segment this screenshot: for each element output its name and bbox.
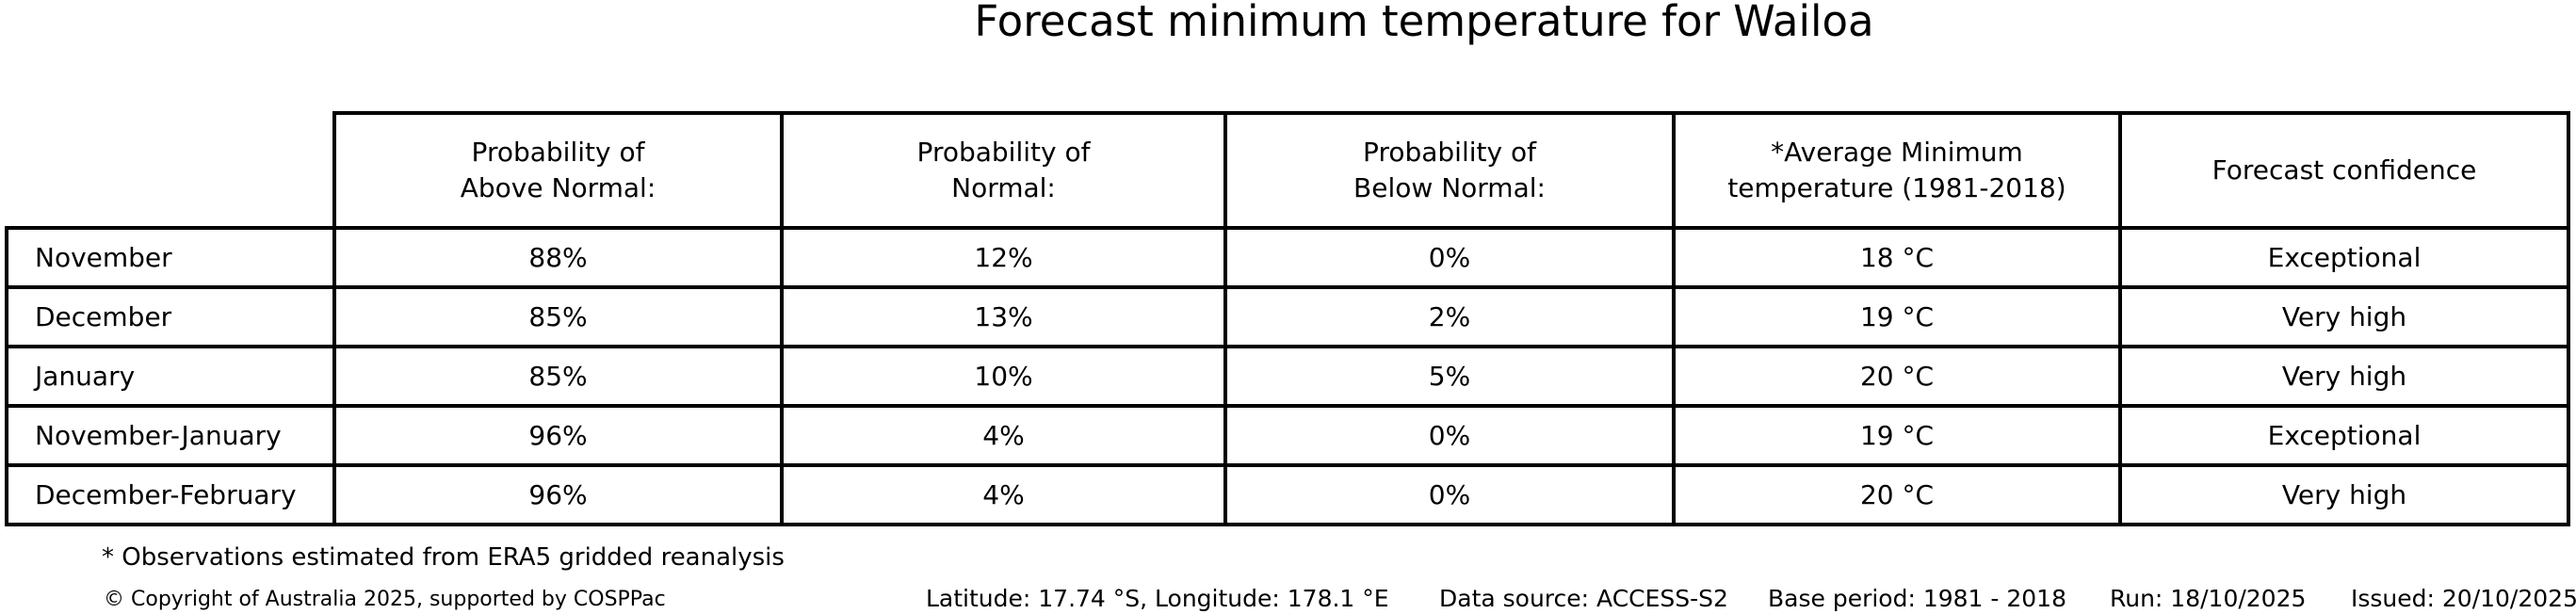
cell-avg-min-temp: 18 °C: [1672, 226, 2122, 289]
cell-prob-normal: 10%: [780, 345, 1227, 408]
era5-footnote: * Observations estimated from ERA5 gridd…: [102, 543, 785, 572]
col-header-prob-above-normal: Probability of Above Normal:: [332, 111, 784, 230]
cell-prob-normal: 12%: [780, 226, 1227, 289]
table-row-november: November 88% 12% 0% 18 °C Exceptional: [5, 226, 2570, 289]
cell-prob-below: 0%: [1223, 226, 1676, 289]
cell-prob-below: 0%: [1223, 463, 1676, 526]
cell-prob-above: 85%: [332, 285, 784, 348]
copyright-text: © Copyright of Australia 2025, supported…: [104, 588, 666, 611]
cell-prob-above: 96%: [332, 463, 784, 526]
cell-avg-min-temp: 19 °C: [1672, 404, 2122, 467]
latitude-longitude-text: Latitude: 17.74 °S, Longitude: 178.1 °E: [926, 585, 1389, 612]
col-header-prob-normal: Probability of Normal:: [780, 111, 1227, 230]
cell-prob-normal: 4%: [780, 404, 1227, 467]
cell-prob-normal: 13%: [780, 285, 1227, 348]
cell-avg-min-temp: 20 °C: [1672, 463, 2122, 526]
issued-date-text: Issued: 20/10/2025: [2351, 585, 2576, 612]
row-label: November: [5, 226, 336, 289]
cell-forecast-confidence: Very high: [2118, 345, 2570, 408]
cell-avg-min-temp: 20 °C: [1672, 345, 2122, 408]
cell-avg-min-temp: 19 °C: [1672, 285, 2122, 348]
cell-forecast-confidence: Very high: [2118, 463, 2570, 526]
table-row-november-january: November-January 96% 4% 0% 19 °C Excepti…: [5, 404, 2570, 467]
col-header-prob-below-normal: Probability of Below Normal:: [1223, 111, 1676, 230]
cell-forecast-confidence: Exceptional: [2118, 404, 2570, 467]
table-row-december: December 85% 13% 2% 19 °C Very high: [5, 285, 2570, 348]
row-label: December-February: [5, 463, 336, 526]
cell-prob-above: 88%: [332, 226, 784, 289]
forecast-table: Probability of Above Normal: Probability…: [5, 111, 2570, 526]
cell-forecast-confidence: Exceptional: [2118, 226, 2570, 289]
row-label: January: [5, 345, 336, 408]
table-header-row: Probability of Above Normal: Probability…: [7, 111, 2570, 230]
base-period-text: Base period: 1981 - 2018: [1768, 585, 2066, 612]
cell-prob-above: 96%: [332, 404, 784, 467]
page-title: Forecast minimum temperature for Wailoa: [974, 0, 1874, 46]
table-row-january: January 85% 10% 5% 20 °C Very high: [5, 345, 2570, 408]
cell-prob-above: 85%: [332, 345, 784, 408]
data-source-text: Data source: ACCESS-S2: [1439, 585, 1728, 612]
corner-cell: [7, 113, 334, 228]
col-header-average-minimum-temperature: *Average Minimum temperature (1981-2018): [1672, 111, 2122, 230]
run-date-text: Run: 18/10/2025: [2110, 585, 2307, 612]
cell-prob-below: 2%: [1223, 285, 1676, 348]
col-header-forecast-confidence: Forecast confidence: [2118, 111, 2570, 230]
cell-prob-below: 5%: [1223, 345, 1676, 408]
cell-prob-normal: 4%: [780, 463, 1227, 526]
row-label: December: [5, 285, 336, 348]
table-row-december-february: December-February 96% 4% 0% 20 °C Very h…: [5, 463, 2570, 526]
cell-forecast-confidence: Very high: [2118, 285, 2570, 348]
row-label: November-January: [5, 404, 336, 467]
cell-prob-below: 0%: [1223, 404, 1676, 467]
